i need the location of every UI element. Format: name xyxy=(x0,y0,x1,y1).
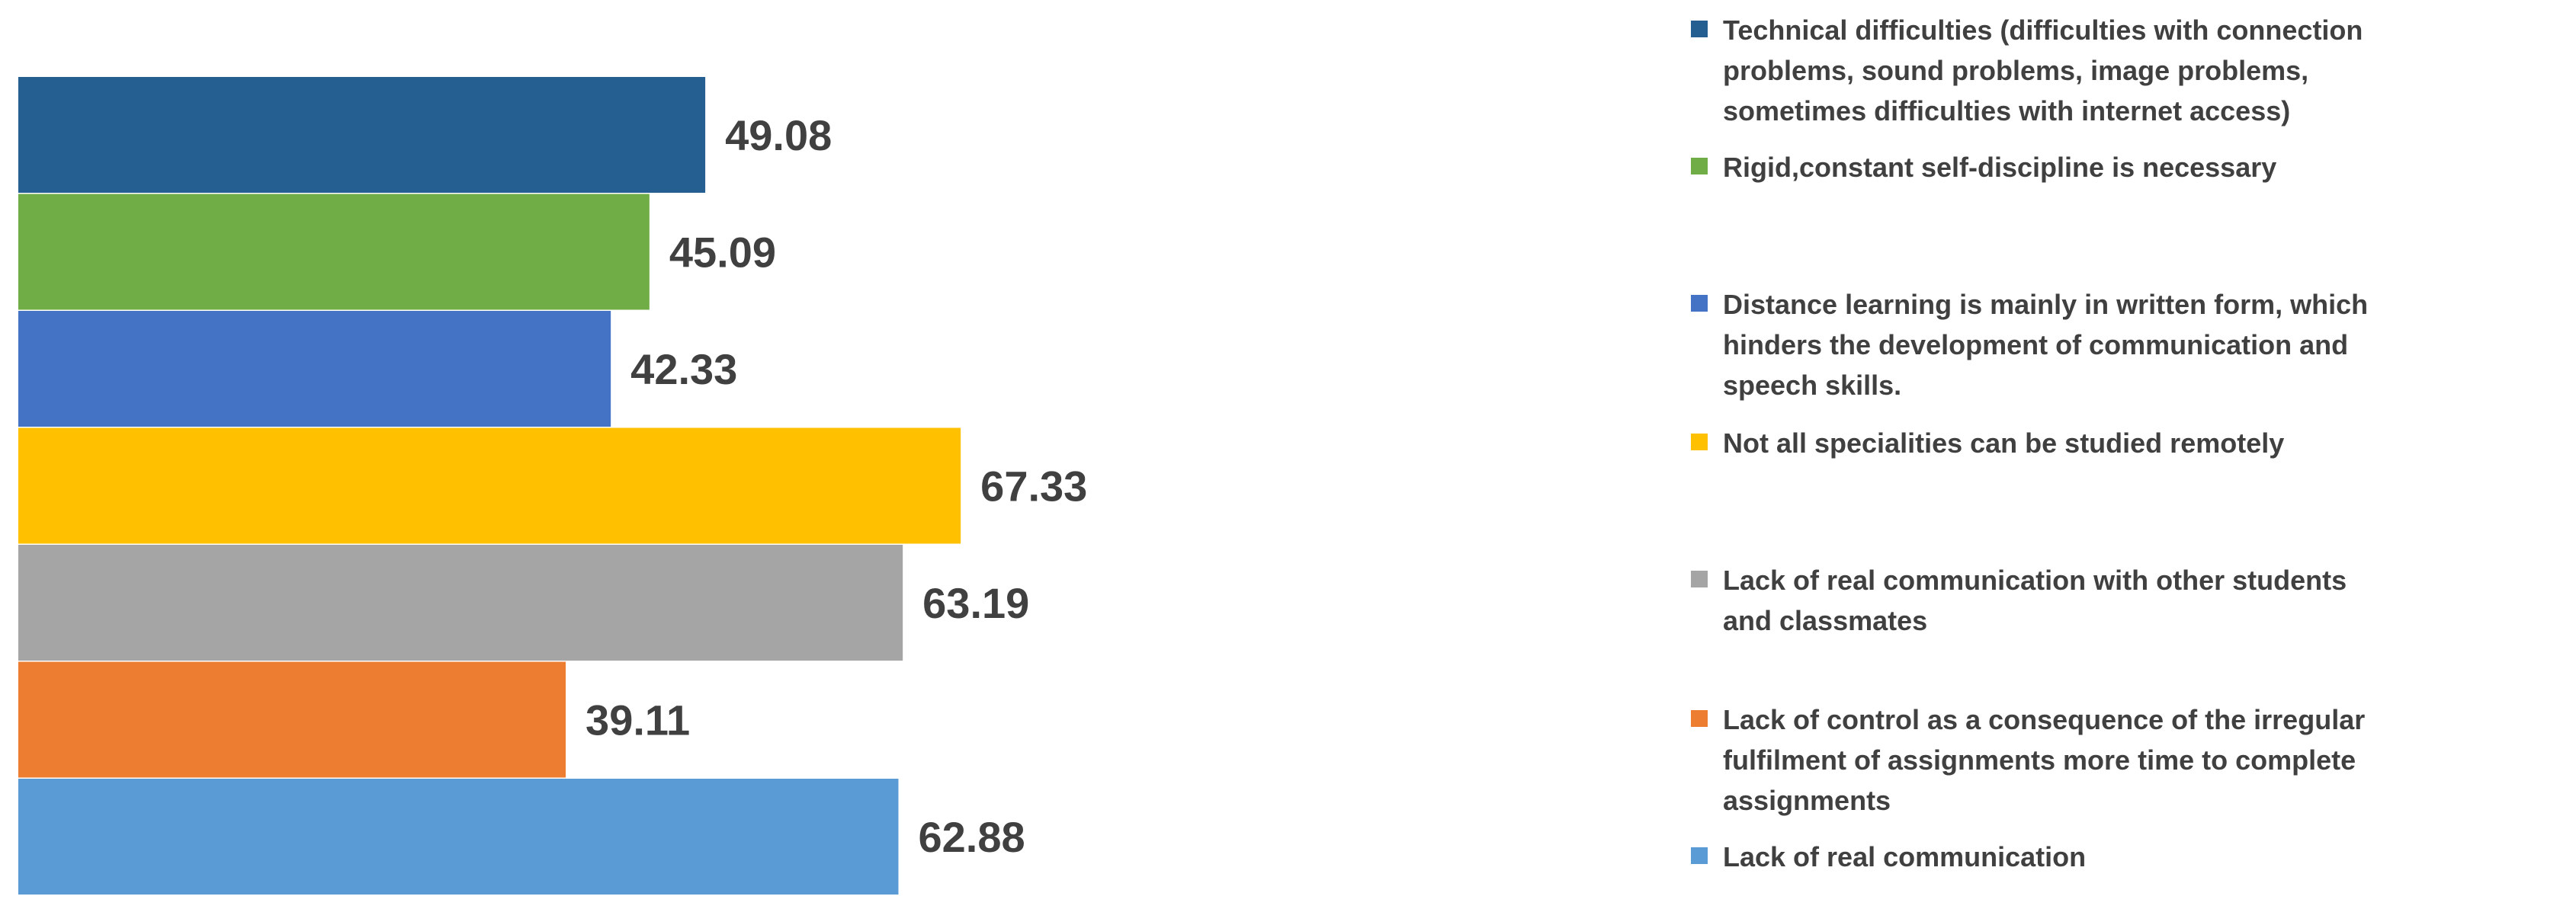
data-label-4: 67.33 xyxy=(980,463,1087,511)
legend-label-line: fulfilment of assignments more time to c… xyxy=(1723,744,2356,776)
legend-label-line: Not all specialities can be studied remo… xyxy=(1723,427,2285,459)
bar-4 xyxy=(18,427,961,544)
legend-label-line: hinders the development of communication… xyxy=(1723,329,2349,360)
legend-label-line: Lack of control as a consequence of the … xyxy=(1723,704,2366,735)
bar-2 xyxy=(18,194,650,310)
legend-swatch xyxy=(1691,295,1708,312)
data-labels-group: 49.08 45.09 42.33 67.33 63.19 39.11 62.88 xyxy=(585,111,1087,861)
data-label-2: 45.09 xyxy=(669,229,776,277)
legend-swatch xyxy=(1691,571,1708,587)
bar-5 xyxy=(18,545,903,661)
legend-label-line: speech skills. xyxy=(1723,370,1902,401)
legend-label-line: problems, sound problems, image problems… xyxy=(1723,55,2309,86)
data-label-3: 42.33 xyxy=(630,345,737,393)
legend-label-line: Rigid,constant self-discipline is necess… xyxy=(1723,152,2277,183)
legend-label-line: assignments xyxy=(1723,785,1891,816)
legend-label: Not all specialities can be studied remo… xyxy=(1723,423,2568,463)
legend-label-line: sometimes difficulties with internet acc… xyxy=(1723,95,2291,126)
legend-label: Lack of control as a consequence of the … xyxy=(1723,699,2568,821)
data-label-7: 62.88 xyxy=(918,813,1025,861)
bar-7 xyxy=(18,779,899,895)
legend-label: Distance learning is mainly in written f… xyxy=(1723,284,2568,405)
legend-label-line: and classmates xyxy=(1723,605,1928,636)
legend-label: Technical difficulties (difficulties wit… xyxy=(1723,10,2568,131)
bar-3 xyxy=(18,311,611,427)
bars-group xyxy=(18,77,961,895)
legend-label-line: Distance learning is mainly in written f… xyxy=(1723,289,2369,320)
legend-swatch xyxy=(1691,21,1708,37)
legend-swatch xyxy=(1691,158,1708,174)
bar-1 xyxy=(18,77,706,193)
data-label-6: 39.11 xyxy=(585,696,690,744)
data-label-1: 49.08 xyxy=(725,111,832,159)
legend-swatch xyxy=(1691,434,1708,450)
legend-swatch xyxy=(1691,710,1708,727)
legend-label: Lack of real communication with other st… xyxy=(1723,560,2568,641)
legend-swatch xyxy=(1691,847,1708,864)
legend-label-line: Lack of real communication with other st… xyxy=(1723,565,2347,596)
legend-label-line: Lack of real communication xyxy=(1723,841,2087,872)
legend-label: Lack of real communication xyxy=(1723,837,2568,877)
chart-legend: Technical difficulties (difficulties wit… xyxy=(1691,0,2568,909)
data-label-5: 63.19 xyxy=(922,579,1029,627)
legend-label: Rigid,constant self-discipline is necess… xyxy=(1723,147,2568,187)
legend-label-line: Technical difficulties (difficulties wit… xyxy=(1723,14,2363,46)
bar-6 xyxy=(18,661,566,778)
